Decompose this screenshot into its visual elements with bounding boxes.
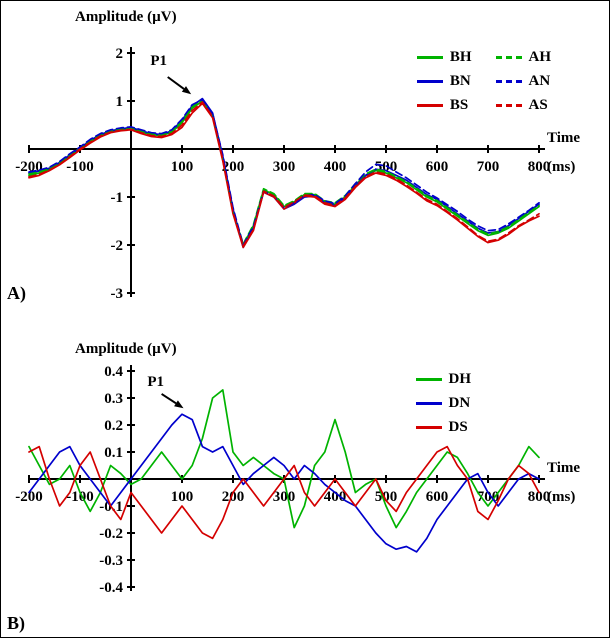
y-tick-label: 0.3: [104, 391, 123, 407]
x-axis-title: Time: [547, 130, 580, 146]
legend-item-DN: DN: [415, 395, 472, 412]
x-tick-label: 100: [171, 159, 194, 175]
legend-label: BN: [449, 73, 471, 89]
x-tick-label: 100: [171, 489, 194, 505]
x-tick-label: 200: [222, 489, 245, 505]
legend-label: DS: [448, 419, 468, 435]
y-tick-label: 0.2: [104, 418, 123, 434]
legend-label: AH: [528, 49, 552, 65]
panel-a-chart: -200 -100 100 200 300 400 500 600 700 800-3-2-112…: [7, 9, 580, 304]
x-tick-label: 600: [426, 489, 449, 505]
x-tick-label: -100: [66, 159, 94, 175]
y-axis-title: Amplitude (µV): [75, 341, 177, 357]
legend-label: DH: [448, 371, 472, 387]
legend-line-sample-icon: [495, 56, 522, 59]
legend-line-sample-icon: [416, 104, 443, 107]
legend-line-sample-icon: [495, 104, 522, 107]
panel-b-legend: DH DN DS: [415, 371, 472, 436]
legend-item-AN: AN: [495, 73, 552, 90]
x-tick-label: 800: [528, 489, 551, 505]
waveform-DN: [28, 413, 540, 553]
legend-item-DS: DS: [415, 419, 472, 436]
waveform-DS: [28, 445, 540, 540]
x-tick-label: 600: [426, 159, 449, 175]
y-tick-label: -0.2: [99, 526, 123, 542]
p1-annotation: P1: [150, 53, 167, 69]
legend-item-AH: AH: [495, 49, 552, 66]
x-tick-label: 300: [273, 489, 296, 505]
x-axis-unit: (ms): [547, 159, 575, 175]
x-tick-label: 400: [324, 489, 347, 505]
panel-label: B): [7, 613, 25, 634]
panel-a: -200 -100 100 200 300 400 500 600 700 800 -3 -2 -1 1 2…: [1, 1, 609, 319]
legend-line-sample-icon: [416, 80, 443, 83]
p1-annotation: P1: [147, 374, 164, 390]
legend-label: BH: [449, 49, 472, 65]
x-axis-title: Time: [547, 460, 580, 476]
x-tick-label: 500: [375, 489, 398, 505]
x-tick-label: -100: [66, 489, 94, 505]
panel-b-chart: -200 -100 100 200 300 400 500 600 700 800-0.4-0.3…: [7, 341, 580, 634]
legend-line-sample-icon: [416, 56, 443, 59]
y-tick-label: -2: [111, 238, 124, 254]
legend-item-DH: DH: [415, 371, 472, 388]
legend-line-sample-icon: [415, 378, 442, 381]
x-tick-label: -200: [15, 489, 43, 505]
x-tick-label: 400: [324, 159, 347, 175]
arrow-icon: [174, 400, 184, 409]
y-tick-label: -0.4: [99, 580, 123, 596]
legend-item-AS: AS: [495, 97, 552, 114]
legend-item-BN: BN: [416, 73, 472, 90]
x-tick-label: 800: [528, 159, 551, 175]
legend-label: AS: [528, 97, 548, 113]
panel-a-legend: BH BN BS AH AN AS: [416, 49, 552, 114]
x-tick-label: 700: [477, 159, 500, 175]
y-tick-label: -3: [111, 286, 124, 302]
panel-label: A): [7, 283, 26, 304]
waveform-AN: [28, 98, 540, 246]
waveform-BS: [28, 102, 540, 249]
y-tick-label: 1: [116, 94, 124, 110]
legend-line-sample-icon: [495, 80, 522, 83]
y-tick-label: -0.3: [99, 553, 123, 569]
arrow-icon: [181, 86, 192, 95]
legend-item-BH: BH: [416, 49, 472, 66]
legend-item-BS: BS: [416, 97, 472, 114]
x-tick-label: 300: [273, 159, 296, 175]
y-tick-label: 0.4: [104, 364, 123, 380]
legend-label: DN: [448, 395, 471, 411]
waveform-AH: [28, 99, 540, 245]
legend-line-sample-icon: [415, 426, 442, 429]
x-tick-label: 200: [222, 159, 245, 175]
waveform-AS: [28, 101, 540, 247]
y-tick-label: 0.1: [104, 445, 123, 461]
legend-label: BS: [449, 97, 469, 113]
x-axis-unit: (ms): [547, 489, 575, 505]
y-axis-title: Amplitude (µV): [75, 9, 177, 25]
legend-label: AN: [528, 73, 551, 89]
y-tick-label: 2: [116, 46, 124, 62]
panel-b: -200 -100 100 200 300 400 500 600 700 800 -0.4 -0.3…: [1, 319, 609, 637]
legend-line-sample-icon: [415, 402, 442, 405]
y-tick-label: -1: [111, 190, 124, 206]
